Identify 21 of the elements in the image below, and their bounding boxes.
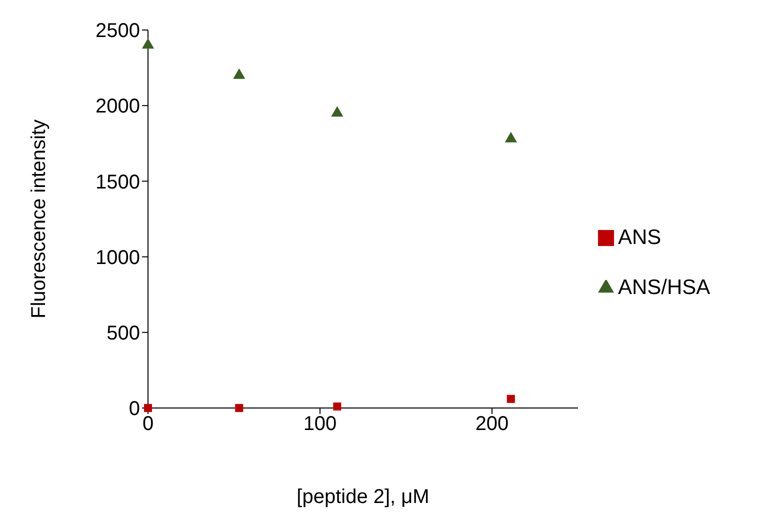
y-tick-label: 1000 bbox=[96, 246, 140, 269]
x-axis-title: [peptide 2], μM bbox=[296, 486, 430, 508]
y-axis-title: Fluorescence intensity bbox=[28, 120, 50, 318]
point bbox=[506, 394, 515, 403]
y-tick-label: 500 bbox=[106, 322, 140, 344]
point bbox=[333, 402, 342, 410]
y-tick-label: 2500 bbox=[96, 20, 140, 42]
legend-label: ANS bbox=[618, 226, 662, 249]
point bbox=[144, 404, 152, 412]
legend-label: ANS/HSA bbox=[618, 276, 710, 299]
y-tick-label: 2000 bbox=[96, 96, 140, 118]
x-tick-label: 100 bbox=[303, 413, 337, 436]
point bbox=[142, 38, 154, 49]
point bbox=[235, 404, 244, 412]
point bbox=[504, 132, 517, 142]
x-tick-label: 200 bbox=[475, 413, 509, 436]
point bbox=[331, 106, 344, 117]
y-tick-label: 1500 bbox=[96, 171, 140, 194]
x-tick-label: 0 bbox=[142, 413, 154, 436]
point bbox=[233, 68, 246, 79]
y-tick-label: 0 bbox=[128, 398, 140, 420]
